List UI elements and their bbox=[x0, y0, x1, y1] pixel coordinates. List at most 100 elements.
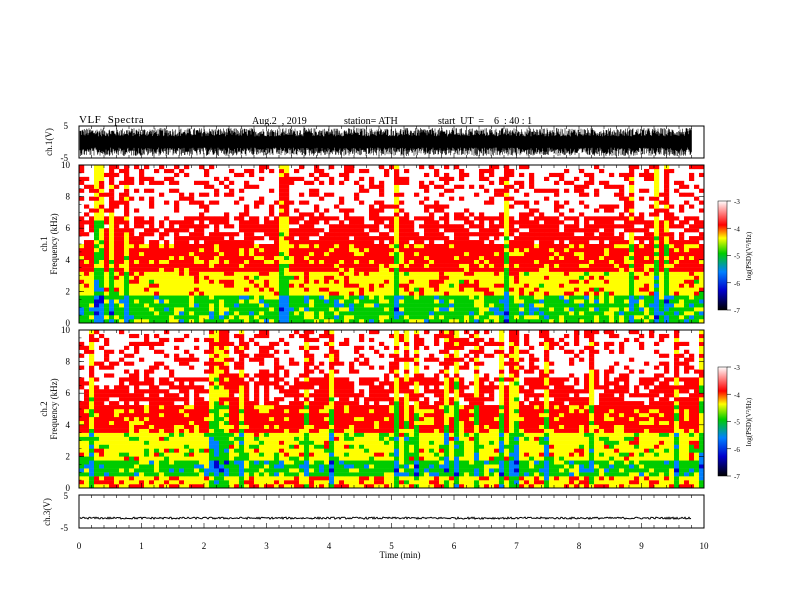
spectrogram-cell bbox=[129, 263, 135, 268]
spectrogram-cell bbox=[649, 291, 655, 296]
spectrogram-cell bbox=[439, 476, 445, 481]
spectrogram-cell bbox=[539, 291, 545, 296]
spectrogram-cell bbox=[599, 460, 605, 465]
spectrogram-cell bbox=[499, 244, 505, 249]
spectrogram-cell bbox=[244, 303, 250, 308]
spectrogram-cell bbox=[104, 216, 110, 221]
spectrogram-cell bbox=[469, 299, 475, 304]
spectrogram-cell bbox=[104, 255, 110, 260]
spectrogram-cell bbox=[154, 228, 160, 233]
spectrogram-cell bbox=[489, 220, 495, 225]
spectrogram-cell bbox=[309, 315, 315, 320]
spectrogram-cell bbox=[379, 307, 385, 312]
spectrogram-cell bbox=[384, 460, 390, 465]
spectrogram-cell bbox=[664, 295, 670, 300]
spectrogram-cell bbox=[294, 176, 300, 181]
spectrogram-cell bbox=[589, 236, 595, 241]
spectrogram-cell bbox=[554, 180, 560, 185]
spectrogram-cell bbox=[269, 311, 275, 316]
spectrogram-cell bbox=[124, 236, 130, 241]
spectrogram-cell bbox=[194, 216, 200, 221]
spectrogram-cell bbox=[269, 247, 275, 253]
spectrogram-cell bbox=[614, 303, 620, 308]
spectrogram-cell bbox=[534, 307, 540, 312]
spectrogram-cell bbox=[114, 311, 120, 316]
spectrogram-cell bbox=[249, 244, 255, 249]
spectrogram-cell bbox=[369, 311, 375, 316]
spectrogram-cell bbox=[199, 271, 205, 276]
spectrogram-cell bbox=[649, 263, 655, 268]
spectrogram-cell bbox=[99, 460, 105, 465]
spectrogram-cell bbox=[94, 311, 100, 316]
spectrogram-cell bbox=[584, 228, 590, 233]
spectrogram-cell bbox=[574, 315, 580, 320]
spectrogram-cell bbox=[89, 279, 95, 284]
spectrogram-cell bbox=[394, 283, 400, 288]
spectrogram-cell bbox=[489, 168, 495, 174]
spectrogram-cell bbox=[379, 192, 385, 197]
spectrogram-cell bbox=[614, 244, 620, 249]
spectrogram-cell bbox=[249, 287, 255, 292]
spectrogram-cell bbox=[439, 263, 445, 268]
spectrogram-cell bbox=[454, 212, 460, 217]
spectrogram-cell bbox=[619, 307, 625, 312]
spectrogram-cell bbox=[244, 180, 250, 185]
spectrogram-cell bbox=[234, 240, 240, 245]
spectrogram-cell bbox=[434, 168, 440, 174]
spectrogram-cell bbox=[274, 247, 280, 253]
spectrogram-cell bbox=[524, 263, 530, 268]
spectrogram-cell bbox=[224, 319, 230, 324]
spectrogram-cell bbox=[274, 460, 280, 465]
spectrogram-cell bbox=[99, 315, 105, 320]
spectrogram-cell bbox=[184, 315, 190, 320]
spectrogram-cell bbox=[624, 464, 630, 469]
spectrogram-cell bbox=[659, 244, 665, 249]
spectrogram-cell bbox=[254, 468, 260, 473]
spectrogram-cell bbox=[594, 247, 600, 253]
spectrogram-cell bbox=[144, 464, 150, 469]
spectrogram-cell bbox=[369, 275, 375, 280]
spectrogram-cell bbox=[124, 319, 130, 324]
spectrogram-cell bbox=[539, 460, 545, 465]
spectrogram-cell bbox=[189, 251, 195, 257]
spectrogram-cell bbox=[324, 456, 330, 461]
spectrogram-cell bbox=[204, 168, 210, 174]
spectrogram-cell bbox=[484, 176, 490, 181]
spectrogram-cell bbox=[269, 251, 275, 257]
spectrogram-cell bbox=[609, 184, 615, 189]
spectrogram-cell bbox=[679, 279, 685, 284]
spectrogram-cell bbox=[619, 271, 625, 276]
spectrogram-cell bbox=[259, 200, 265, 205]
spectrogram-cell bbox=[629, 208, 635, 213]
spectrogram-cell bbox=[194, 200, 200, 205]
spectrogram-cell bbox=[89, 464, 95, 469]
spectrogram-cell bbox=[299, 456, 305, 461]
spectrogram-cell bbox=[84, 247, 90, 253]
spectrogram-cell bbox=[194, 476, 200, 481]
spectrogram-cell bbox=[444, 188, 450, 193]
spectrogram-cell bbox=[124, 224, 130, 229]
spectrogram-cell bbox=[184, 456, 190, 461]
spectrogram-cell bbox=[499, 319, 505, 324]
spectrogram-cell bbox=[654, 208, 660, 213]
spectrogram-cell bbox=[434, 299, 440, 304]
spectrogram-cell bbox=[84, 251, 90, 257]
spectrogram-cell bbox=[264, 295, 270, 300]
spectrogram-cell bbox=[669, 303, 675, 308]
spectrogram-cell bbox=[314, 299, 320, 304]
spectrogram-cell bbox=[349, 224, 355, 229]
spectrogram-cell bbox=[429, 216, 435, 221]
spectrogram-cell bbox=[524, 251, 530, 257]
spectrogram-cell bbox=[94, 267, 100, 272]
spectrogram-cell bbox=[594, 476, 600, 481]
spectrogram-cell bbox=[369, 484, 375, 489]
spectrogram-cell bbox=[574, 303, 580, 308]
spectrogram-cell bbox=[114, 291, 120, 296]
spectrogram-cell bbox=[614, 279, 620, 284]
spectrogram-cell bbox=[379, 460, 385, 465]
spectrogram-cell bbox=[554, 192, 560, 197]
spectrogram-cell bbox=[284, 176, 290, 181]
spectrogram-cell bbox=[109, 236, 115, 241]
spectrogram-cell bbox=[604, 303, 610, 308]
spectrogram-cell bbox=[279, 303, 285, 308]
